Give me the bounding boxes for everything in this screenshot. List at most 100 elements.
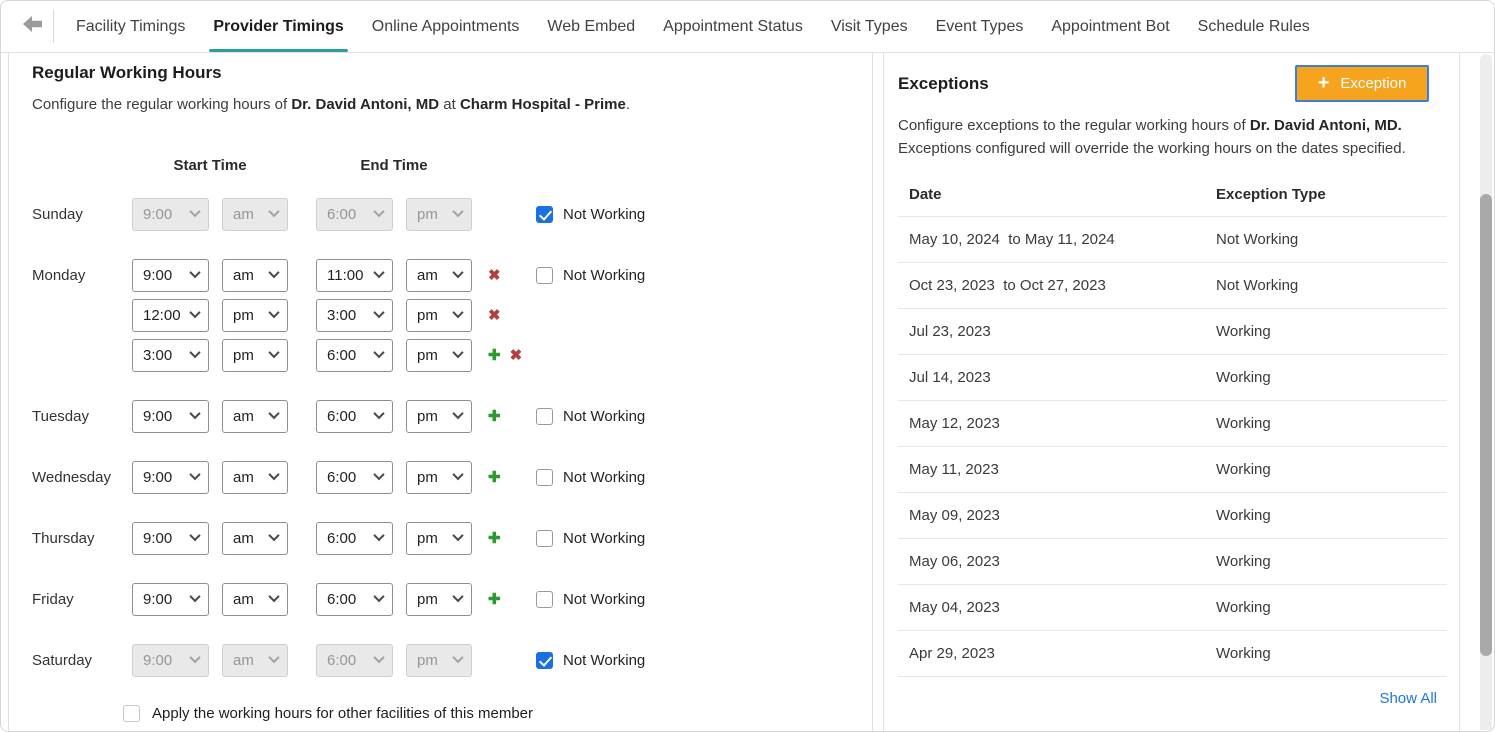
tab-visit-types[interactable]: Visit Types — [830, 17, 908, 35]
end-meridiem-select[interactable]: pm — [406, 299, 472, 332]
start-hour-select[interactable]: 9:00 — [132, 644, 209, 677]
add-slot-icon[interactable]: ✚ — [488, 408, 501, 425]
time-slot-row: 3:00 pm 6:00 pm ✚ ✖ — [132, 339, 536, 372]
not-working-checkbox[interactable] — [536, 591, 553, 608]
start-meridiem-select[interactable]: am — [222, 644, 288, 677]
end-meridiem-select[interactable]: pm — [406, 522, 472, 555]
not-working-checkbox[interactable] — [536, 408, 553, 425]
day-row-thursday: Thursday 9:00 am 6:00 pm ✚ Not Working — [32, 522, 872, 555]
exception-type-column-header: Exception Type — [1216, 186, 1326, 203]
not-working-label: Not Working — [563, 469, 646, 486]
remove-slot-icon[interactable]: ✖ — [488, 267, 501, 284]
show-all-row: Show All — [884, 677, 1447, 708]
start-hour-select-value: 9:00 — [143, 652, 173, 669]
start-hour-select[interactable]: 9:00 — [132, 522, 209, 555]
exception-row[interactable]: Jul 14, 2023 Working — [898, 355, 1447, 401]
tab-provider-timings[interactable]: Provider Timings — [199, 1, 357, 52]
end-meridiem-select[interactable]: pm — [406, 400, 472, 433]
exception-row[interactable]: May 10, 2024 to May 11, 2024 Not Working — [898, 217, 1447, 263]
end-meridiem-select[interactable]: pm — [406, 461, 472, 494]
start-meridiem-select[interactable]: am — [222, 400, 288, 433]
end-meridiem-select[interactable]: am — [406, 259, 472, 292]
tab-appointment-status[interactable]: Appointment Status — [663, 17, 803, 35]
start-hour-select[interactable]: 9:00 — [132, 461, 209, 494]
apply-hours-checkbox[interactable] — [123, 705, 140, 722]
description-text: Exceptions configured will override the … — [898, 139, 1406, 157]
chevron-down-icon — [373, 346, 385, 359]
start-meridiem-select[interactable]: am — [222, 461, 288, 494]
exception-row[interactable]: May 06, 2023 Working — [898, 539, 1447, 585]
add-slot-icon[interactable]: ✚ — [488, 469, 501, 486]
chevron-down-icon — [268, 266, 280, 279]
end-hour-select[interactable]: 11:00 — [316, 259, 393, 292]
tab-facility-timings[interactable]: Facility Timings — [76, 17, 186, 35]
day-row-saturday: Saturday 9:00 am 6:00 pm Not Working — [32, 644, 872, 677]
tab-schedule-rules[interactable]: Schedule Rules — [1197, 17, 1310, 35]
exception-row[interactable]: Apr 29, 2023 Working — [898, 631, 1447, 677]
tab-event-types[interactable]: Event Types — [935, 17, 1024, 35]
not-working-label: Not Working — [563, 591, 646, 608]
remove-slot-icon[interactable]: ✖ — [488, 307, 501, 324]
start-meridiem-select[interactable]: pm — [222, 299, 288, 332]
end-meridiem-select[interactable]: pm — [406, 583, 472, 616]
add-slot-icon[interactable]: ✚ — [488, 530, 501, 547]
end-hour-select[interactable]: 6:00 — [316, 644, 393, 677]
end-hour-select[interactable]: 6:00 — [316, 583, 393, 616]
start-meridiem-select[interactable]: am — [222, 259, 288, 292]
start-meridiem-select[interactable]: pm — [222, 339, 288, 372]
not-working-checkbox[interactable] — [536, 469, 553, 486]
vertical-scrollbar-thumb[interactable] — [1480, 194, 1492, 656]
end-hour-select[interactable]: 3:00 — [316, 299, 393, 332]
chevron-down-icon — [268, 407, 280, 420]
start-hour-select[interactable]: 12:00 — [132, 299, 209, 332]
tab-online-appointments[interactable]: Online Appointments — [371, 17, 520, 35]
exception-row[interactable]: Jul 23, 2023 Working — [898, 309, 1447, 355]
vertical-scrollbar-track[interactable] — [1480, 54, 1492, 730]
end-hour-select[interactable]: 6:00 — [316, 461, 393, 494]
add-exception-button[interactable]: + Exception — [1295, 65, 1429, 102]
add-slot-icon[interactable]: ✚ — [488, 347, 501, 364]
start-meridiem-select[interactable]: am — [222, 583, 288, 616]
start-hour-select[interactable]: 9:00 — [132, 259, 209, 292]
chevron-down-icon — [373, 468, 385, 481]
end-hour-select[interactable]: 6:00 — [316, 198, 393, 231]
chevron-down-icon — [373, 590, 385, 603]
end-meridiem-select[interactable]: pm — [406, 339, 472, 372]
start-hour-select[interactable]: 9:00 — [132, 400, 209, 433]
exception-date: Jul 23, 2023 — [909, 323, 991, 340]
start-meridiem-select-value: am — [233, 206, 254, 223]
start-hour-select[interactable]: 9:00 — [132, 198, 209, 231]
not-working-checkbox[interactable] — [536, 267, 553, 284]
end-meridiem-select[interactable]: pm — [406, 644, 472, 677]
start-hour-select[interactable]: 3:00 — [132, 339, 209, 372]
exception-row[interactable]: May 11, 2023 Working — [898, 447, 1447, 493]
start-hour-select[interactable]: 9:00 — [132, 583, 209, 616]
end-hour-select[interactable]: 6:00 — [316, 400, 393, 433]
end-hour-select[interactable]: 6:00 — [316, 339, 393, 372]
add-exception-label: Exception — [1340, 75, 1407, 92]
nav-tabs: Facility Timings Provider Timings Online A… — [62, 1, 1324, 52]
not-working-checkbox[interactable] — [536, 206, 553, 223]
start-meridiem-select[interactable]: am — [222, 522, 288, 555]
exception-row[interactable]: Oct 23, 2023 to Oct 27, 2023 Not Working — [898, 263, 1447, 309]
tab-web-embed[interactable]: Web Embed — [547, 17, 636, 35]
slot-action-icons — [488, 198, 536, 231]
exception-row[interactable]: May 12, 2023 Working — [898, 401, 1447, 447]
back-button[interactable] — [13, 1, 53, 52]
not-working-checkbox[interactable] — [536, 530, 553, 547]
exception-row[interactable]: May 04, 2023 Working — [898, 585, 1447, 631]
day-label: Thursday — [32, 530, 95, 547]
not-working-checkbox[interactable] — [536, 652, 553, 669]
chevron-down-icon — [373, 205, 385, 218]
end-hour-select[interactable]: 6:00 — [316, 522, 393, 555]
remove-slot-icon[interactable]: ✖ — [509, 347, 523, 364]
exception-row[interactable]: May 09, 2023 Working — [898, 493, 1447, 539]
end-meridiem-select[interactable]: pm — [406, 198, 472, 231]
start-meridiem-select[interactable]: am — [222, 198, 288, 231]
chevron-down-icon — [268, 205, 280, 218]
add-slot-icon[interactable]: ✚ — [488, 591, 501, 608]
chevron-down-icon — [189, 407, 201, 420]
tab-appointment-bot[interactable]: Appointment Bot — [1051, 17, 1170, 35]
show-all-link[interactable]: Show All — [1379, 690, 1437, 707]
time-slot-row: 12:00 pm 3:00 pm ✖ — [132, 299, 536, 332]
